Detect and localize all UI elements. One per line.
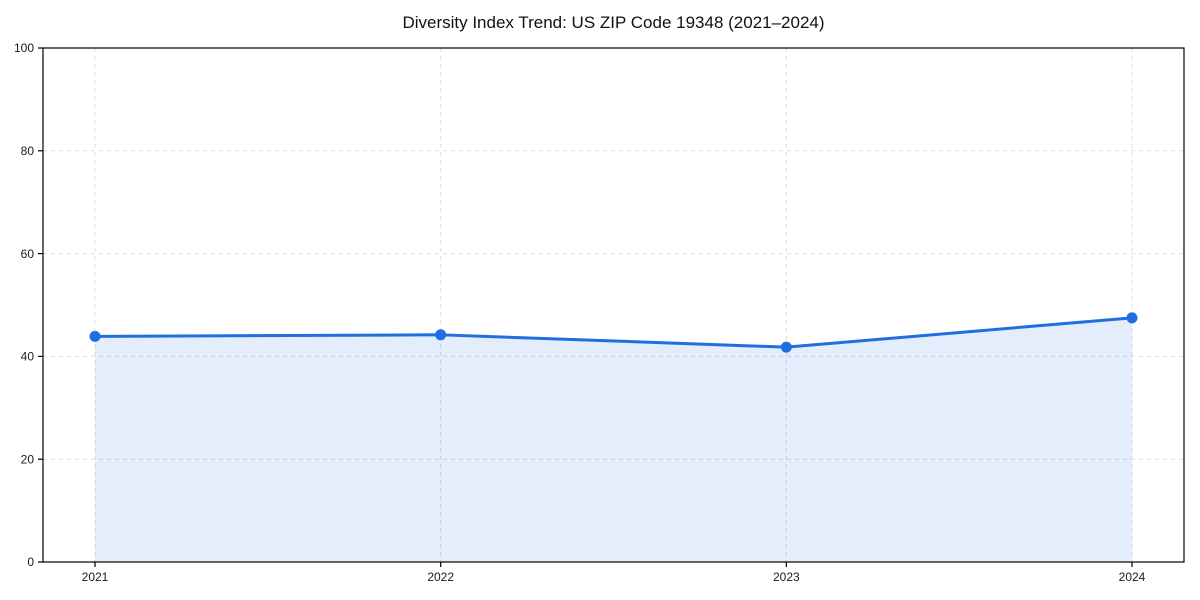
x-tick-label: 2023 (773, 570, 800, 584)
data-point-marker (89, 330, 101, 342)
trend-line (93, 316, 1134, 349)
plot-border (42, 47, 1185, 563)
y-tick-label: 80 (21, 144, 35, 158)
x-tick-label: 2022 (427, 570, 454, 584)
y-tick-label: 100 (14, 41, 34, 55)
y-tick-label: 0 (27, 555, 34, 569)
x-tick-label: 2021 (82, 570, 109, 584)
x-tick-label: 2024 (1119, 570, 1146, 584)
y-tick-label: 40 (21, 350, 35, 364)
data-point-marker (1126, 312, 1138, 324)
y-tick-label: 20 (21, 452, 35, 466)
data-point-marker (435, 329, 447, 341)
data-point-marker (780, 341, 792, 353)
area-fill (95, 317, 1132, 562)
chart-title: Diversity Index Trend: US ZIP Code 19348… (402, 13, 825, 32)
y-tick-label: 60 (21, 247, 35, 261)
